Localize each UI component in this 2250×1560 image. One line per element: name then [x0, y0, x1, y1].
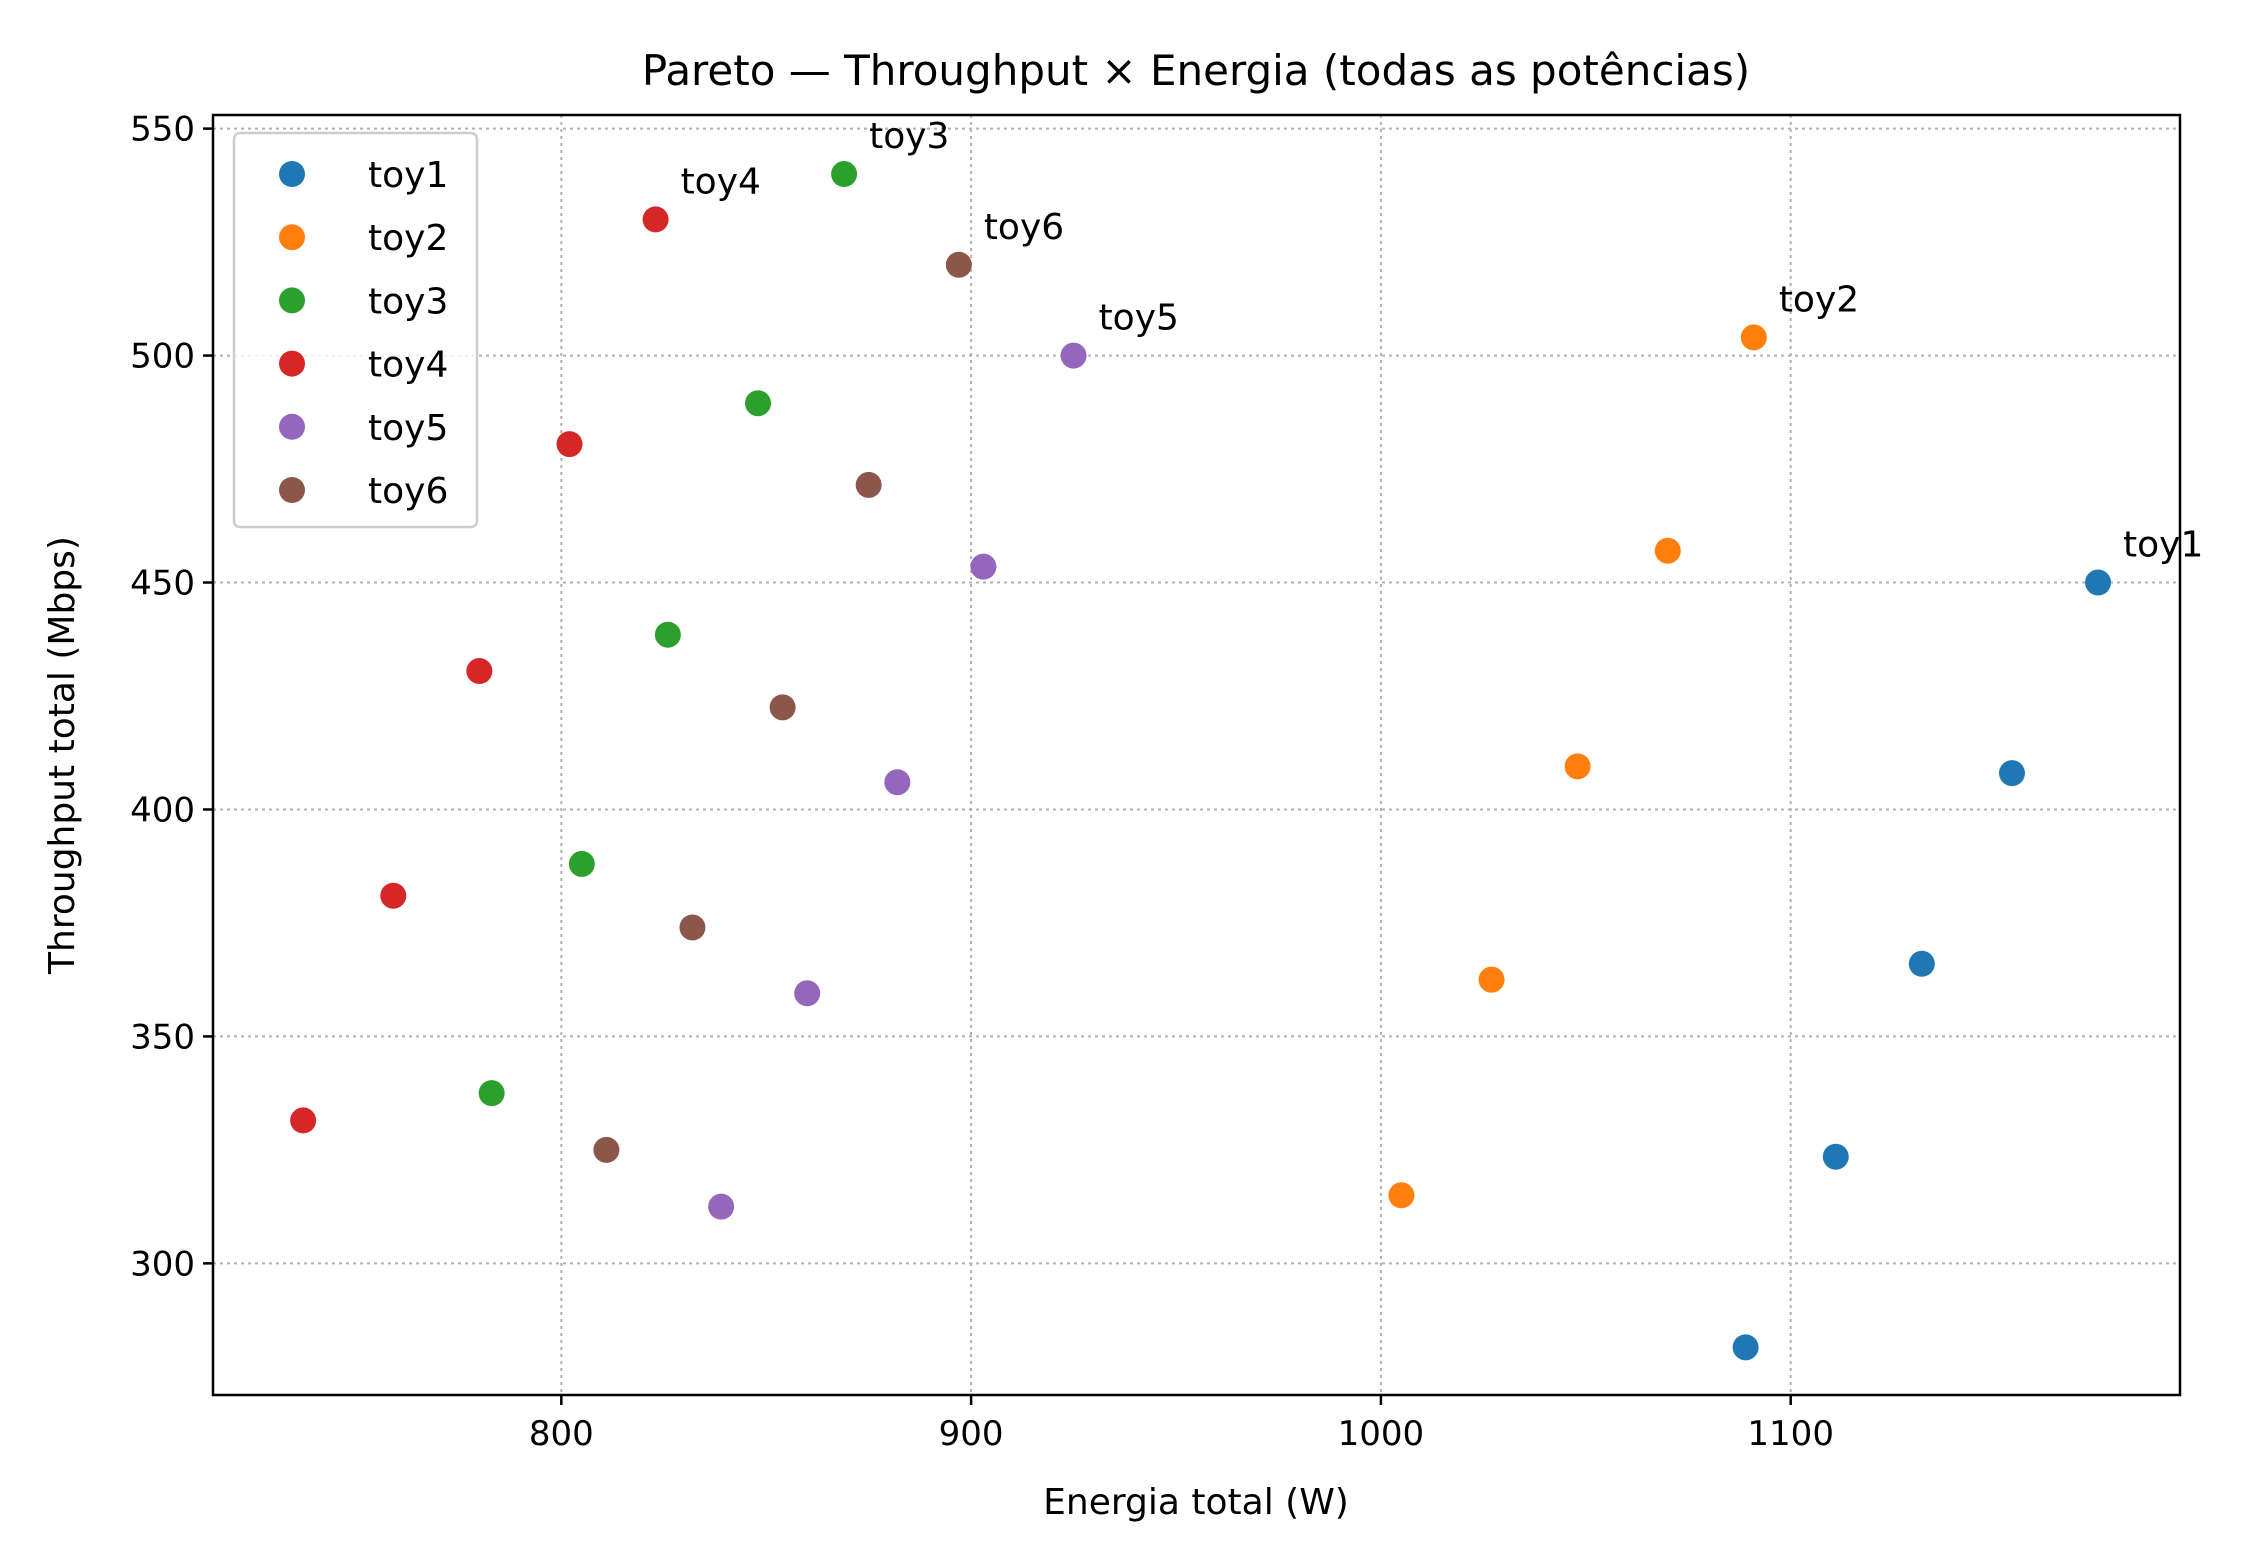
annotation-label: toy1 [2123, 525, 2203, 566]
data-point [290, 1107, 317, 1134]
data-point [2085, 569, 2112, 596]
series-toy6 [593, 251, 972, 1163]
data-point [769, 694, 796, 721]
data-point [1478, 966, 1505, 993]
data-point [1060, 342, 1087, 369]
legend-label: toy1 [368, 155, 448, 196]
data-point [593, 1136, 620, 1163]
data-point [745, 390, 772, 417]
data-point [1998, 760, 2025, 787]
annotation-label: toy5 [1099, 298, 1179, 339]
data-point [794, 980, 821, 1007]
legend-label: toy6 [368, 471, 448, 512]
data-point [708, 1193, 735, 1220]
legend-marker [279, 477, 305, 503]
data-point [380, 882, 407, 909]
x-tick-label: 1100 [1747, 1414, 1834, 1454]
data-point [568, 850, 595, 877]
data-point [1388, 1182, 1415, 1209]
y-tick-label: 550 [130, 110, 195, 150]
data-point [466, 658, 493, 685]
x-axis-label: Energia total (W) [1043, 1482, 1349, 1523]
legend-marker [279, 413, 305, 440]
legend-label: toy4 [368, 345, 448, 386]
legend-item-toy2: toy2 [279, 218, 448, 259]
x-tick-label: 1000 [1338, 1414, 1425, 1454]
y-tick-label: 500 [130, 337, 195, 377]
legend-item-toy1: toy1 [279, 155, 448, 196]
series-toy2 [1388, 324, 1767, 1209]
legend-item-toy5: toy5 [279, 408, 448, 449]
point-annotations: toy1 toy2 toy3 toy4 toy5 toy6 [681, 116, 2204, 566]
legend-label: toy3 [368, 281, 448, 322]
data-points [290, 161, 2112, 1361]
data-point [855, 471, 882, 498]
data-point [884, 769, 911, 796]
data-point [831, 161, 858, 188]
data-point [945, 251, 972, 278]
x-tick-label: 800 [529, 1414, 594, 1454]
legend-item-toy4: toy4 [279, 345, 448, 386]
data-point [654, 621, 681, 648]
data-point [1908, 950, 1935, 977]
legend-item-toy3: toy3 [279, 281, 448, 322]
y-tick-label: 450 [130, 564, 195, 604]
data-point [1654, 537, 1681, 564]
series-toy4 [290, 206, 669, 1134]
data-point [679, 914, 706, 941]
series-toy5 [708, 342, 1087, 1220]
chart-title: Pareto — Throughput × Energia (todas as … [642, 46, 1750, 95]
annotation-label: toy6 [984, 207, 1064, 248]
data-point [478, 1080, 505, 1107]
legend-label: toy2 [368, 218, 448, 259]
legend-item-toy6: toy6 [279, 471, 448, 512]
legend-marker [279, 287, 305, 314]
grid-lines [213, 115, 2180, 1395]
data-point [970, 553, 997, 580]
annotation-label: toy3 [869, 116, 949, 157]
data-point [1732, 1334, 1759, 1361]
data-point [1740, 324, 1767, 351]
y-axis-label: Throughput total (Mbps) [42, 536, 83, 975]
x-tick-label: 900 [939, 1414, 1004, 1454]
axis-ticks: 800 900 1000 1100 300 350 400 450 500 550 [130, 110, 1834, 1454]
series-toy3 [478, 161, 858, 1107]
annotation-label: toy4 [681, 161, 761, 202]
y-tick-label: 350 [130, 1017, 195, 1057]
y-tick-label: 300 [130, 1244, 195, 1284]
legend-marker [279, 350, 305, 377]
legend-label: toy5 [368, 408, 448, 449]
legend-marker [279, 161, 305, 187]
data-point [1564, 753, 1591, 780]
legend: toy1 toy2 toy3 toy4 toy5 toy6 [232, 131, 479, 529]
series-toy1 [1732, 569, 2112, 1361]
data-point [642, 206, 669, 233]
y-tick-label: 400 [130, 790, 195, 830]
data-point [1822, 1143, 1849, 1170]
legend-marker [279, 224, 305, 251]
annotation-label: toy2 [1779, 279, 1859, 320]
plot-area [211, 113, 2182, 1397]
data-point [556, 431, 583, 458]
